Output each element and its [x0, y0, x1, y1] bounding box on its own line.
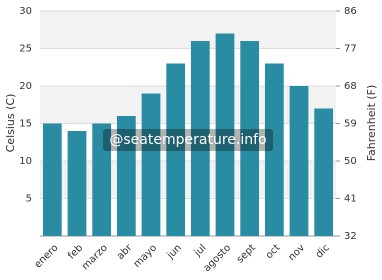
y2-tick-label: 86	[344, 6, 357, 17]
bar	[116, 116, 136, 236]
grid-band	[40, 86, 336, 124]
y-tick-label: 30	[19, 6, 32, 17]
x-tick-label: dic	[314, 242, 332, 260]
y-tick-label: 15	[19, 119, 32, 130]
bar	[42, 123, 62, 236]
y2-tick-label: 32	[344, 231, 357, 242]
watermark: @seatemperature.info	[109, 132, 266, 148]
x-tick-label: agosto	[202, 242, 234, 274]
x-tick-label: nov	[286, 242, 307, 263]
x-tick-label: mayo	[132, 242, 160, 270]
grid-band	[40, 11, 336, 49]
x-tick-label: marzo	[80, 242, 110, 272]
x-tick-label: oct	[264, 242, 283, 261]
y-tick-label: 10	[19, 156, 32, 167]
y2-tick-label: 68	[344, 81, 357, 92]
y-tick-label: 5	[26, 194, 32, 205]
bar	[190, 41, 210, 236]
bar	[67, 131, 87, 236]
y-axis-title: Celsius (C)	[4, 94, 17, 153]
plot-background	[40, 11, 336, 199]
x-tick-label: abr	[115, 242, 135, 262]
bar	[92, 123, 112, 236]
x-tick-label: feb	[66, 242, 85, 261]
y2-tick-label: 50	[344, 156, 357, 167]
bar	[314, 108, 334, 236]
y2-tick-label: 59	[344, 119, 357, 130]
y2-axis-title: Fahrenheit (F)	[365, 85, 378, 162]
bar	[240, 41, 260, 236]
x-tick-label: enero	[33, 242, 61, 270]
bar	[289, 86, 309, 236]
grid-band	[40, 161, 336, 199]
bar	[264, 63, 284, 236]
y2-tick-label: 77	[344, 44, 357, 55]
x-tick-label: jun	[164, 242, 183, 261]
bar	[215, 33, 235, 236]
y-tick-label: 20	[19, 81, 32, 92]
x-tick-label: jul	[192, 242, 209, 259]
x-tick-label: sept	[235, 242, 258, 265]
y2-tick-label: 41	[344, 194, 357, 205]
bar	[141, 93, 161, 236]
y-tick-label: 25	[19, 44, 32, 55]
bar	[166, 63, 186, 236]
watermark-box	[103, 129, 273, 151]
